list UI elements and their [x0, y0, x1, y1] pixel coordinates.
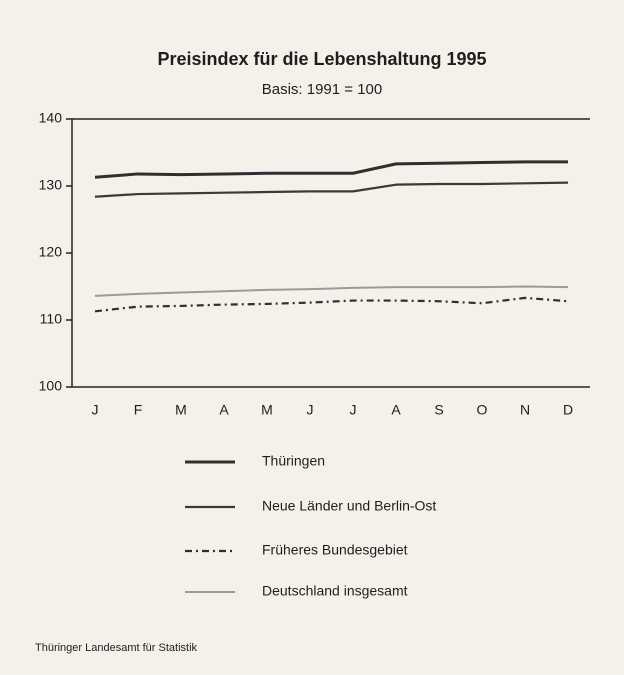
legend-label: Neue Länder und Berlin-Ost — [262, 498, 436, 514]
x-tick-label: J — [92, 402, 99, 418]
legend-label: Deutschland insgesamt — [262, 583, 408, 599]
y-tick-label: 130 — [39, 177, 63, 193]
series-line — [94, 160, 568, 179]
legend-label: Thüringen — [262, 453, 325, 469]
chart-title: Preisindex für die Lebenshaltung 1995 — [157, 49, 486, 69]
x-tick-label: A — [219, 402, 229, 418]
x-tick-label: M — [261, 402, 273, 418]
legend-label: Früheres Bundesgebiet — [262, 542, 408, 558]
chart-subtitle: Basis: 1991 = 100 — [262, 81, 383, 98]
y-tick-label: 110 — [40, 311, 63, 327]
y-tick-label: 120 — [39, 244, 63, 260]
x-tick-label: S — [434, 402, 443, 418]
x-tick-label: O — [477, 402, 488, 418]
x-tick-label: D — [563, 402, 573, 418]
x-tick-label: N — [520, 402, 530, 418]
x-tick-label: J — [307, 402, 314, 418]
x-tick-label: M — [175, 402, 187, 418]
series-line — [94, 296, 569, 313]
series-line — [94, 285, 569, 297]
source: Thüringer Landesamt für Statistik — [35, 642, 198, 654]
y-tick-label: 140 — [39, 110, 63, 126]
x-tick-label: F — [134, 402, 143, 418]
series-line — [94, 181, 569, 198]
y-tick-label: 100 — [39, 378, 63, 394]
x-tick-label: J — [350, 402, 357, 418]
x-tick-label: A — [391, 402, 401, 418]
